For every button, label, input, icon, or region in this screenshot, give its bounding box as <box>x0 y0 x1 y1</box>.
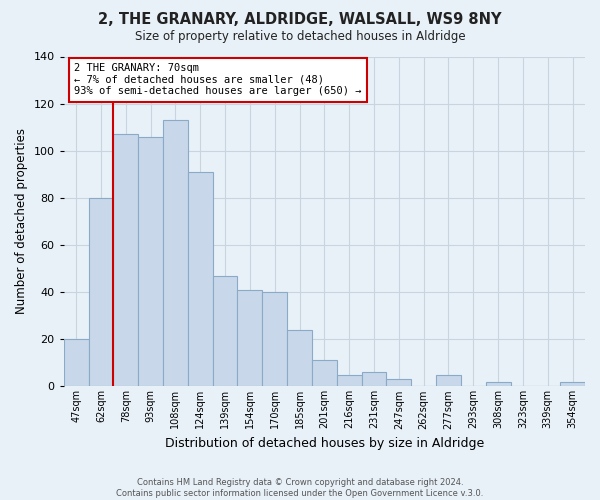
Bar <box>560 382 585 386</box>
Text: Size of property relative to detached houses in Aldridge: Size of property relative to detached ho… <box>134 30 466 43</box>
Bar <box>486 382 511 386</box>
Text: 2, THE GRANARY, ALDRIDGE, WALSALL, WS9 8NY: 2, THE GRANARY, ALDRIDGE, WALSALL, WS9 8… <box>98 12 502 28</box>
Bar <box>436 374 461 386</box>
Y-axis label: Number of detached properties: Number of detached properties <box>15 128 28 314</box>
Bar <box>113 134 138 386</box>
Bar <box>386 380 411 386</box>
Bar <box>188 172 212 386</box>
Bar <box>212 276 238 386</box>
Bar <box>238 290 262 386</box>
Bar <box>262 292 287 386</box>
Bar <box>163 120 188 386</box>
Bar <box>89 198 113 386</box>
Bar <box>312 360 337 386</box>
Bar <box>337 374 362 386</box>
Text: Contains HM Land Registry data © Crown copyright and database right 2024.
Contai: Contains HM Land Registry data © Crown c… <box>116 478 484 498</box>
Bar <box>138 136 163 386</box>
X-axis label: Distribution of detached houses by size in Aldridge: Distribution of detached houses by size … <box>165 437 484 450</box>
Bar <box>287 330 312 386</box>
Bar <box>64 340 89 386</box>
Text: 2 THE GRANARY: 70sqm
← 7% of detached houses are smaller (48)
93% of semi-detach: 2 THE GRANARY: 70sqm ← 7% of detached ho… <box>74 63 362 96</box>
Bar <box>362 372 386 386</box>
